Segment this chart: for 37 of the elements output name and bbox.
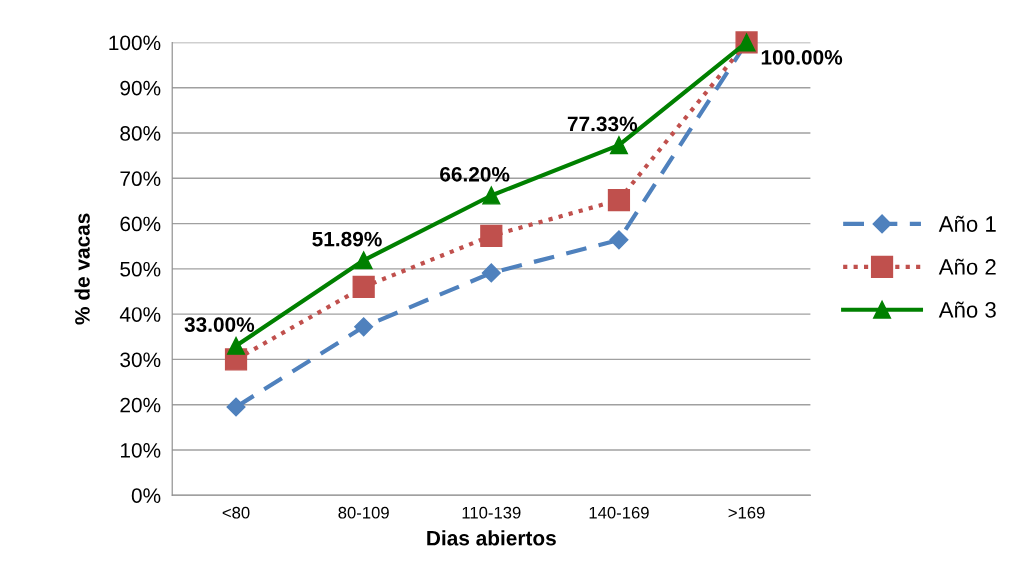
legend-label: Año 1 — [938, 215, 996, 232]
x-tick-label: 140-169 — [589, 506, 649, 519]
point — [352, 275, 375, 299]
point — [609, 230, 629, 250]
y-tick-label: 10% — [120, 442, 161, 458]
y-tick-label: 100% — [109, 35, 161, 51]
point — [227, 336, 246, 355]
point — [354, 251, 373, 270]
y-tick-label: 20% — [120, 397, 161, 413]
point — [226, 397, 246, 417]
x-tick-label: 80-109 — [338, 506, 389, 519]
x-tick-label: 110-139 — [462, 506, 521, 519]
point — [607, 188, 631, 212]
y-tick-label: 80% — [120, 126, 161, 141]
legend-label: Año 2 — [938, 258, 996, 275]
y-tick-label: 40% — [119, 307, 161, 322]
y-tick-label: 30% — [120, 352, 161, 368]
legend-label: Año 3 — [938, 301, 996, 318]
data-label: 33.00% — [184, 317, 255, 332]
x-tick-label: >169 — [728, 506, 765, 519]
y-tick-label: 50% — [120, 261, 161, 277]
y-tick-label: 90% — [120, 80, 161, 96]
x-axis-title: Dias abiertos — [427, 530, 556, 546]
y-axis-title: % de vacas — [74, 213, 90, 325]
point — [480, 224, 503, 247]
point — [609, 136, 628, 155]
point — [354, 317, 374, 337]
y-tick-label: 60% — [120, 216, 161, 232]
data-label: 100.00% — [761, 49, 843, 65]
x-tick-label: <80 — [222, 506, 250, 519]
data-label: 66.20% — [440, 166, 510, 182]
y-tick-label: 0% — [131, 488, 161, 503]
y-tick-label: 70% — [120, 171, 161, 187]
point — [481, 263, 501, 283]
data-label: 77.33% — [567, 116, 638, 132]
data-label: 51.89% — [312, 231, 382, 247]
point — [482, 186, 501, 205]
